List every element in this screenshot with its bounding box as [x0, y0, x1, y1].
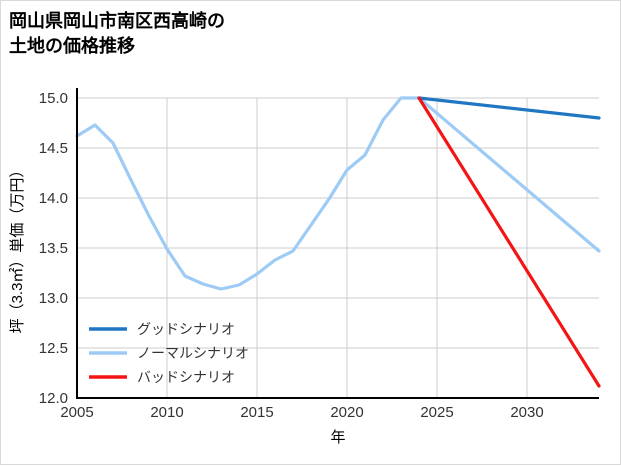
y-tick-label: 14.5: [39, 140, 68, 157]
x-tick-label: 2025: [420, 404, 453, 421]
series-line-グッドシナリオ: [417, 96, 601, 120]
y-tick-label: 13.0: [39, 290, 68, 307]
y-tick-label: 13.5: [39, 240, 68, 257]
y-tick-label: 15.0: [39, 90, 68, 107]
x-tick-label: 2005: [60, 404, 93, 421]
y-tick-label: 12.0: [39, 390, 68, 407]
chart-title: 岡山県岡山市南区西高崎の 土地の価格推移: [9, 11, 225, 56]
y-tick-labels: 12.0 12.5 13.0 13.5 14.0 14.5 15.0: [39, 90, 68, 407]
x-tick-labels: 2005 2010 2015 2020 2025 2030: [60, 404, 543, 421]
x-tick-label: 2020: [330, 404, 363, 421]
x-tick-label: 2030: [510, 404, 543, 421]
data-series-group: [75, 96, 601, 388]
axis-spines: [75, 88, 599, 400]
x-tick-label: 2015: [240, 404, 273, 421]
y-tick-label: 14.0: [39, 190, 68, 207]
legend-label-ノーマルシナリオ: ノーマルシナリオ: [137, 345, 249, 361]
x-tick-label: 2010: [150, 404, 183, 421]
series-line-ノーマルシナリオ: [75, 96, 601, 291]
y-tick-label: 12.5: [39, 340, 68, 357]
legend-label-バッドシナリオ: バッドシナリオ: [137, 369, 235, 385]
y-axis-title: 坪（3.3㎡）単価（万円）: [9, 163, 26, 334]
series-line-バッドシナリオ: [417, 96, 601, 388]
legend-label-グッドシナリオ: グッドシナリオ: [137, 321, 235, 337]
x-axis-title: 年: [330, 429, 345, 446]
